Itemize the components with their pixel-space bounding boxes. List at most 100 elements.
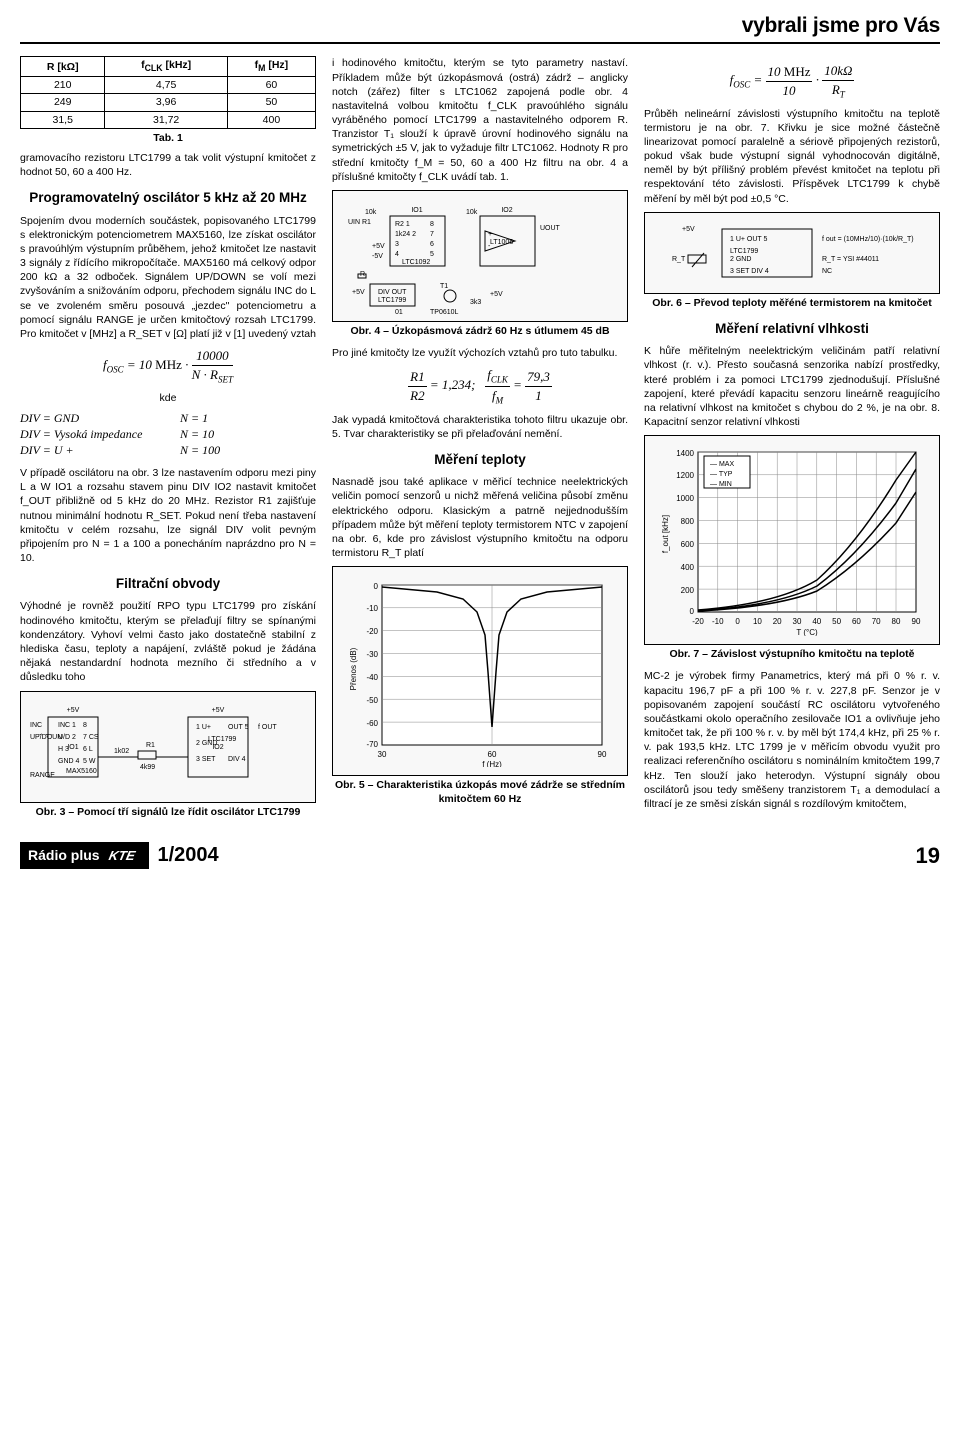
svg-text:1k24 2: 1k24 2 (395, 231, 416, 238)
svg-text:H 3: H 3 (58, 746, 69, 753)
svg-text:4: 4 (395, 251, 399, 258)
kde-label: kde (20, 391, 316, 405)
svg-text:-60: -60 (366, 719, 378, 728)
svg-text:8: 8 (430, 221, 434, 228)
notch-chart-icon: 0 -10 -20 -30 -40 -50 -60 -70 30 60 90 f… (344, 575, 616, 767)
svg-text:IO1: IO1 (67, 744, 78, 751)
fig7-caption: Obr. 7 – Závislost výstupního kmitočtu n… (644, 647, 940, 661)
svg-text:40: 40 (812, 617, 821, 626)
svg-text:IO1: IO1 (411, 207, 422, 214)
formula-fosc-rt: fOSC = 10 MHz10 · 10kΩRT (644, 62, 940, 100)
cell: 249 (21, 94, 105, 111)
svg-text:+5V: +5V (682, 226, 695, 233)
page-number: 19 (916, 841, 940, 871)
svg-text:f OUT: f OUT (258, 724, 277, 731)
th-fm: fM [Hz] (227, 57, 315, 77)
svg-text:f out = (10MHz/10)·(10k/R_T): f out = (10MHz/10)·(10k/R_T) (822, 236, 914, 243)
svg-text:60: 60 (488, 750, 497, 759)
para: K hůře měřitelným neelektrickým veličiná… (644, 344, 940, 429)
columns-container: R [kΩ] fCLK [kHz] fM [Hz] 210 4,75 60 24… (20, 56, 940, 826)
cell: 31,72 (105, 111, 227, 128)
svg-text:DIV 4: DIV 4 (228, 756, 246, 763)
figure-5-chart: 0 -10 -20 -30 -40 -50 -60 -70 30 60 90 f… (332, 566, 628, 776)
svg-text:TP0610L: TP0610L (430, 309, 459, 316)
svg-text:60: 60 (852, 617, 861, 626)
cell: 3,96 (105, 94, 227, 111)
svg-text:3 SET DIV 4: 3 SET DIV 4 (730, 268, 769, 275)
svg-text:-10: -10 (366, 604, 378, 613)
svg-text:80: 80 (892, 617, 901, 626)
th-r: R [kΩ] (21, 57, 105, 77)
svg-text:8: 8 (83, 722, 87, 729)
issue-number: 1/2004 (157, 842, 218, 869)
svg-text:— MAX: — MAX (710, 461, 734, 468)
svg-text:-50: -50 (366, 696, 378, 705)
fig3-caption: Obr. 3 – Pomocí tří signálů lze řídit os… (20, 805, 316, 819)
brand-radio-plus: Rádio plus KTE (20, 842, 149, 870)
svg-text:20: 20 (773, 617, 782, 626)
svg-text:3 SET: 3 SET (196, 756, 216, 763)
para: Průběh nelineární závislosti výstupního … (644, 107, 940, 206)
heading-oscillator: Programovatelný oscilátor 5 kHz až 20 MH… (20, 189, 316, 207)
svg-text:10: 10 (753, 617, 762, 626)
svg-text:-10: -10 (712, 617, 724, 626)
svg-text:DIV OUT: DIV OUT (378, 289, 407, 296)
svg-text:1200: 1200 (676, 471, 694, 480)
svg-text:— MIN: — MIN (710, 481, 732, 488)
formula-ratios: R1R2 = 1,234; fCLKfM = 79,31 (332, 366, 628, 406)
svg-text:7 CS: 7 CS (83, 734, 99, 741)
column-3: fOSC = 10 MHz10 · 10kΩRT Průběh nelineár… (644, 56, 940, 826)
svg-text:800: 800 (681, 517, 695, 526)
column-1: R [kΩ] fCLK [kHz] fM [Hz] 210 4,75 60 24… (20, 56, 316, 826)
footer-left: Rádio plus KTE 1/2004 (20, 842, 219, 870)
svg-text:1000: 1000 (676, 494, 694, 503)
svg-text:R1: R1 (146, 742, 155, 749)
para: Výhodné je rovněž použití RPO typu LTC17… (20, 599, 316, 684)
table1-caption: Tab. 1 (20, 131, 316, 145)
table-row: 31,5 31,72 400 (21, 111, 316, 128)
para: MC-2 je výrobek firmy Panametrics, který… (644, 669, 940, 811)
svg-text:90: 90 (912, 617, 921, 626)
svg-text:30: 30 (378, 750, 387, 759)
svg-text:OUT 5: OUT 5 (228, 724, 249, 731)
svg-text:LTC1799: LTC1799 (730, 248, 758, 255)
svg-text:10k: 10k (466, 209, 478, 216)
page-header: vybrali jsme pro Vás (20, 12, 940, 44)
schematic-icon: IO1 R2 1 1k24 2 3 4 8 7 6 5 LTC1092 UIN … (340, 196, 620, 316)
svg-text:T (°C): T (°C) (796, 628, 818, 636)
cell: 210 (21, 77, 105, 94)
svg-text:70: 70 (872, 617, 881, 626)
column-2: i hodinového kmitočtu, kterým se tyto pa… (332, 56, 628, 826)
svg-text:1400: 1400 (676, 449, 694, 458)
svg-text:4k99: 4k99 (140, 764, 155, 771)
svg-text:0: 0 (690, 607, 695, 616)
cell: 50 (227, 94, 315, 111)
svg-text:IO2: IO2 (501, 207, 512, 214)
div-r: N = 10 (180, 426, 214, 442)
para: Nasnadě jsou také aplikace v měřicí tech… (332, 475, 628, 560)
svg-text:1 U+ OUT 5: 1 U+ OUT 5 (730, 236, 768, 243)
svg-text:R2 1: R2 1 (395, 221, 410, 228)
svg-text:+5V: +5V (372, 243, 385, 250)
svg-text:-20: -20 (366, 627, 378, 636)
svg-text:+5V: +5V (67, 707, 80, 714)
svg-text:-30: -30 (366, 650, 378, 659)
svg-text:200: 200 (681, 586, 695, 595)
heading-humidity: Měření relativní vlhkosti (644, 320, 940, 338)
svg-text:90: 90 (598, 750, 607, 759)
fig4-caption: Obr. 4 – Úzkopásmová zádrž 60 Hz s útlum… (332, 324, 628, 338)
table-row: 249 3,96 50 (21, 94, 316, 111)
svg-text:UP/DOUN: UP/DOUN (30, 734, 62, 741)
svg-text:MAX5160: MAX5160 (66, 768, 97, 775)
svg-text:-5V: -5V (372, 253, 383, 260)
table-1: R [kΩ] fCLK [kHz] fM [Hz] 210 4,75 60 24… (20, 56, 316, 128)
svg-text:5: 5 (430, 251, 434, 258)
svg-text:+5V: +5V (352, 289, 365, 296)
brand-kte: KTE (101, 846, 143, 866)
svg-text:30: 30 (793, 617, 802, 626)
svg-text:LTC1799: LTC1799 (208, 736, 236, 743)
figure-3: +5V IO1 INC 1 U/D 2 H 3 GND 4 8 7 CS 6 L… (20, 691, 316, 803)
figure-4: IO1 R2 1 1k24 2 3 4 8 7 6 5 LTC1092 UIN … (332, 190, 628, 322)
svg-text:R_T = YSI #44011: R_T = YSI #44011 (822, 256, 879, 263)
svg-text:01: 01 (395, 309, 403, 316)
